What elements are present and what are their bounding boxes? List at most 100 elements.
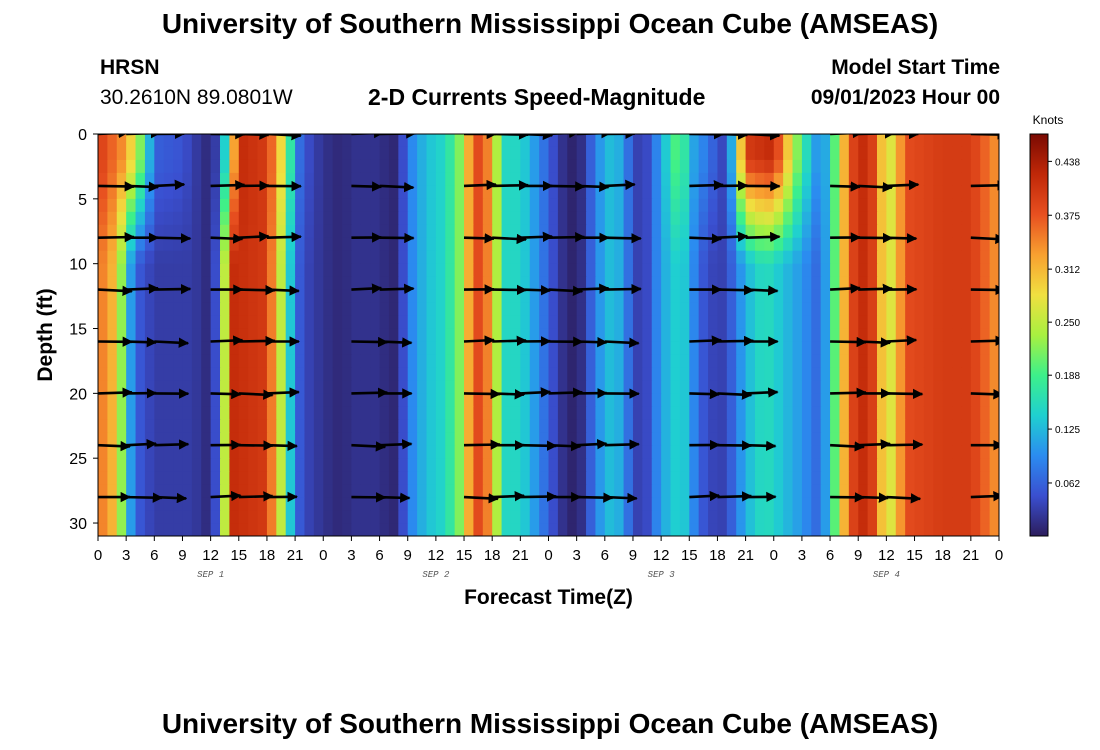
- heatmap-cell: [726, 146, 737, 161]
- heatmap-cell: [670, 458, 681, 472]
- heatmap-cell: [163, 406, 174, 420]
- heatmap-cell: [848, 380, 859, 394]
- heatmap-cell: [304, 367, 315, 381]
- heatmap-cell: [248, 484, 259, 498]
- heatmap-cell: [238, 263, 249, 278]
- heatmap-cell: [426, 134, 437, 148]
- heatmap-cell: [510, 510, 521, 524]
- heatmap-cell: [745, 354, 756, 369]
- heatmap-cell: [661, 406, 672, 420]
- heatmap-cell: [632, 263, 643, 278]
- heatmap-cell: [163, 484, 174, 498]
- heatmap-cell: [679, 471, 690, 485]
- heatmap-cell: [426, 146, 437, 161]
- current-vector: [998, 392, 999, 394]
- current-vector: [745, 440, 777, 452]
- heatmap-cell: [886, 354, 897, 369]
- heatmap-cell: [614, 497, 625, 511]
- heatmap-cell: [773, 211, 784, 226]
- heatmap-cell: [360, 224, 371, 239]
- current-vector: [492, 233, 528, 245]
- heatmap-cell: [248, 198, 259, 213]
- heatmap-cell: [867, 134, 878, 148]
- heatmap-cell: [426, 185, 437, 200]
- heatmap-cell: [107, 134, 118, 148]
- heatmap-cell: [116, 302, 127, 317]
- heatmap-cell: [773, 510, 784, 524]
- heatmap-cell: [464, 134, 475, 148]
- heatmap-cell: [116, 250, 127, 265]
- heatmap-cell: [370, 159, 381, 174]
- heatmap-cell: [464, 289, 475, 304]
- heatmap-cell: [651, 458, 662, 472]
- heatmap-cell: [942, 458, 953, 472]
- heatmap-cell: [689, 367, 700, 381]
- heatmap-cell: [876, 367, 887, 381]
- heatmap-cell: [801, 134, 812, 148]
- heatmap-cell: [295, 185, 306, 200]
- heatmap-cell: [754, 276, 765, 291]
- heatmap-cell: [886, 445, 897, 459]
- heatmap-cell: [276, 289, 287, 304]
- heatmap-cell: [154, 302, 165, 317]
- heatmap-cell: [342, 146, 353, 161]
- heatmap-cell: [154, 250, 165, 265]
- heatmap-cell: [623, 419, 634, 433]
- heatmap-cell: [811, 445, 822, 459]
- heatmap-cell: [107, 484, 118, 498]
- heatmap-cell: [379, 302, 390, 317]
- x-tick-label: 15: [681, 547, 698, 564]
- heatmap-cell: [586, 328, 597, 343]
- heatmap-cell: [698, 458, 709, 472]
- heatmap-cell: [379, 185, 390, 200]
- heatmap-cell: [548, 159, 559, 174]
- heatmap-cell: [257, 328, 268, 343]
- heatmap-cell: [764, 134, 775, 148]
- heatmap-cell: [163, 250, 174, 265]
- heatmap-cell: [426, 198, 437, 213]
- heatmap-cell: [783, 419, 794, 433]
- heatmap-cell: [98, 289, 108, 304]
- heatmap-cell: [182, 328, 193, 343]
- heatmap-cell: [764, 250, 775, 265]
- heatmap-cell: [942, 471, 953, 485]
- heatmap-cell: [661, 263, 672, 278]
- heatmap-cell: [726, 250, 737, 265]
- heatmap-cell: [651, 224, 662, 239]
- heatmap-cell: [989, 341, 999, 356]
- heatmap-cell: [210, 432, 221, 446]
- heatmap-cell: [661, 159, 672, 174]
- current-vector: [689, 233, 723, 244]
- heatmap-cell: [454, 445, 465, 459]
- heatmap-cell: [632, 134, 643, 148]
- heatmap-cell: [717, 354, 728, 369]
- heatmap-cell: [642, 445, 653, 459]
- heatmap-cell: [482, 198, 493, 213]
- heatmap-cell: [632, 211, 643, 226]
- heatmap-cell: [614, 159, 625, 174]
- heatmap-cell: [323, 471, 334, 485]
- heatmap-cell: [248, 497, 259, 511]
- heatmap-cell: [510, 211, 521, 226]
- heatmap-cell: [323, 315, 334, 330]
- current-vector: [154, 337, 190, 348]
- heatmap-cell: [811, 354, 822, 369]
- heatmap-cell: [529, 406, 540, 420]
- heatmap-cell: [623, 510, 634, 524]
- heatmap-cell: [276, 328, 287, 343]
- heatmap-cell: [858, 211, 869, 226]
- heatmap-cell: [614, 328, 625, 343]
- heatmap-cell: [407, 380, 418, 394]
- heatmap-cell: [679, 276, 690, 291]
- heatmap-cell: [651, 406, 662, 420]
- heatmap-cell: [801, 471, 812, 485]
- heatmap-cell: [473, 211, 484, 226]
- heatmap-cell: [754, 510, 765, 524]
- heatmap-cell: [661, 393, 672, 407]
- heatmap-cell: [830, 159, 841, 174]
- heatmap-cell: [923, 276, 934, 291]
- heatmap-cell: [492, 328, 503, 343]
- heatmap-cell: [848, 510, 859, 524]
- heatmap-cell: [595, 134, 606, 148]
- heatmap-cell: [858, 458, 869, 472]
